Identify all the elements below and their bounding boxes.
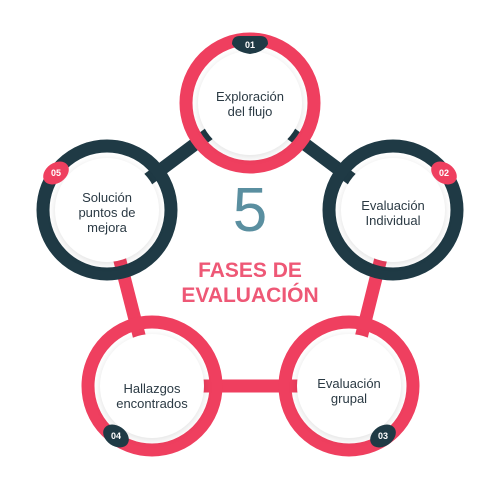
phase-03-label: Evaluación grupal [317,376,381,406]
phase-05-label: Solución puntos de mejora [78,190,136,235]
badge-shape-05 [43,161,69,185]
badge-number-02: 02 [439,168,449,178]
ring-phase-04 [81,315,223,457]
center-title: FASES DE EVALUACIÓN [181,259,319,307]
badge-number-05: 05 [51,168,61,178]
badge-shape-04 [103,424,129,448]
badge-phase-03: 03 [370,424,396,448]
ring-phase-05 [36,139,178,281]
badge-phase-01: 01 [232,36,268,54]
badge-shape-01 [232,36,268,54]
center-number: 5 [232,176,268,245]
phase-01-label: Exploración del flujo [216,89,284,119]
phase-02-label: Evaluación Individual [361,198,425,228]
node-phase-02 [341,158,445,262]
phase-04-label: Hallazgos encontrados [116,381,188,411]
badge-number-04: 04 [111,431,121,441]
badge-phase-05: 05 [43,161,69,185]
badge-phase-02: 02 [431,161,457,185]
badge-shape-02 [431,161,457,185]
badge-shape-03 [370,424,396,448]
badge-phase-04: 04 [103,424,129,448]
node-phase-01 [198,51,302,155]
badge-number-03: 03 [378,431,388,441]
ring-phase-03 [278,315,420,457]
node-phase-04 [100,334,204,438]
node-phase-03 [297,334,401,438]
badge-number-01: 01 [245,40,255,50]
node-phase-05 [55,158,159,262]
ring-phase-02 [322,139,464,281]
